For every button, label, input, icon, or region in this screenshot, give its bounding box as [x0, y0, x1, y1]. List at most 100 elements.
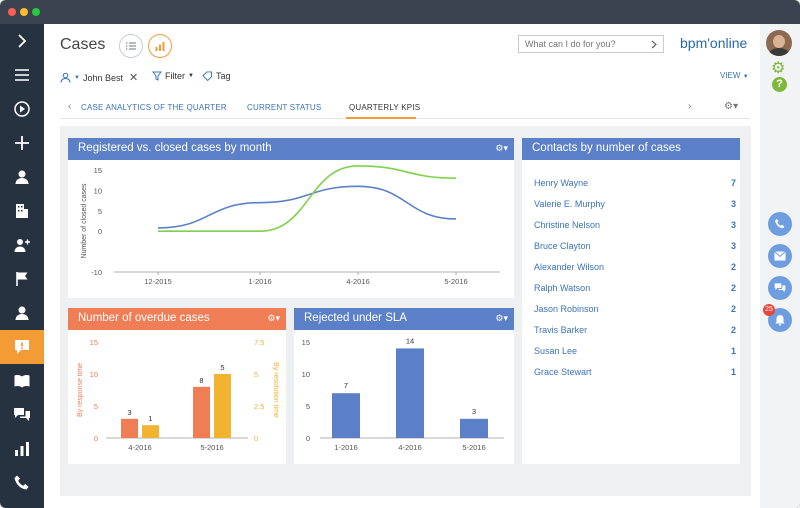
- y2-tick-label: 5: [254, 370, 258, 379]
- y2-tick-label: 0: [254, 434, 258, 443]
- contact-name[interactable]: Jason Robinson: [534, 304, 599, 314]
- help-icon[interactable]: ?: [772, 77, 787, 92]
- command-line-input[interactable]: What can I do for you?: [518, 35, 664, 53]
- bar: [332, 393, 360, 438]
- knowledge-base-nav[interactable]: [0, 364, 44, 398]
- person-outline-icon: [60, 72, 71, 83]
- contact-case-count: 3: [730, 241, 736, 251]
- leads-nav[interactable]: [0, 228, 44, 262]
- contact-name[interactable]: Henry Wayne: [534, 178, 589, 188]
- contact-row[interactable]: Bruce Clayton 3: [534, 241, 736, 251]
- gear-icon[interactable]: ⚙: [771, 60, 786, 77]
- email-button[interactable]: [768, 244, 792, 268]
- close-dot[interactable]: [8, 8, 16, 16]
- minimize-dot[interactable]: [20, 8, 28, 16]
- contact-row[interactable]: Susan Lee 1: [534, 346, 736, 356]
- x-tick-label: 5-2016: [462, 443, 485, 452]
- maximize-dot[interactable]: [32, 8, 40, 16]
- chart-icon: [155, 42, 165, 51]
- feed-nav[interactable]: [0, 398, 44, 432]
- cases-nav[interactable]: [0, 330, 44, 364]
- contact-row[interactable]: Christine Nelson 3: [534, 220, 736, 230]
- bar: [460, 418, 488, 438]
- contact-case-count: 7: [730, 178, 736, 188]
- owner-filter[interactable]: ▼ John Best ✕: [60, 71, 138, 84]
- owner-name: John Best: [82, 72, 123, 83]
- data-label: 1: [148, 414, 152, 423]
- phone-icon: [775, 219, 785, 229]
- processes-button[interactable]: [0, 92, 44, 126]
- expand-menu-button[interactable]: [0, 24, 44, 58]
- widget-settings-icon[interactable]: ⚙▾: [495, 143, 508, 153]
- active-tab-indicator: [346, 117, 416, 119]
- analytics-view-button[interactable]: [148, 34, 172, 58]
- contact-row[interactable]: Jason Robinson 2: [534, 304, 736, 314]
- bar: [214, 374, 231, 438]
- y2-tick-label: 2.5: [254, 402, 264, 411]
- contact-case-count: 2: [730, 283, 736, 293]
- plus-icon: [15, 136, 29, 150]
- overdue-cases-widget: Number of overdue cases ⚙▾ 0 5 10 15 0 2.5 5 7.…: [68, 308, 286, 464]
- chat-button[interactable]: [768, 276, 792, 300]
- contact-name[interactable]: Grace Stewart: [534, 367, 592, 377]
- x-tick-label: 4-2016: [346, 277, 369, 286]
- caret-down-icon: ▼: [188, 73, 194, 79]
- contact-name[interactable]: Valerie E. Murphy: [534, 199, 605, 209]
- tab-quarterly-kpis[interactable]: QUARTERLY KPIS: [349, 103, 421, 112]
- contacts-nav[interactable]: [0, 160, 44, 194]
- tabs-scroll-left-icon[interactable]: ‹: [68, 101, 72, 112]
- bar: [142, 425, 159, 438]
- contact-case-count: 2: [730, 262, 736, 272]
- menu-button[interactable]: [0, 58, 44, 92]
- add-button[interactable]: [0, 126, 44, 160]
- tab-case-analytics[interactable]: CASE ANALYTICS OF THE QUARTER: [81, 103, 227, 112]
- widget-settings-icon[interactable]: ⚙▾: [495, 313, 508, 323]
- contact-name[interactable]: Travis Barker: [534, 325, 588, 335]
- avatar[interactable]: [766, 30, 792, 56]
- list-view-button[interactable]: [119, 34, 143, 58]
- contact-name[interactable]: Susan Lee: [534, 346, 578, 356]
- data-label: 14: [406, 336, 414, 345]
- view-button[interactable]: VIEW ▼: [720, 71, 749, 80]
- x-tick-label: 12-2015: [144, 277, 172, 286]
- y-tick-label: 15: [302, 338, 310, 347]
- contact-row[interactable]: Travis Barker 2: [534, 325, 736, 335]
- y-tick-label: 5: [306, 402, 310, 411]
- contact-row[interactable]: Henry Wayne 7: [534, 178, 736, 188]
- phone-button[interactable]: [768, 212, 792, 236]
- dashboards-nav[interactable]: [0, 432, 44, 466]
- tab-settings-icon[interactable]: ⚙▾: [724, 101, 739, 112]
- contact-name[interactable]: Alexander Wilson: [534, 262, 605, 272]
- page-title: Cases: [60, 36, 106, 53]
- contact-row[interactable]: Grace Stewart 1: [534, 367, 736, 377]
- hamburger-icon: [15, 69, 29, 81]
- calls-nav[interactable]: [0, 466, 44, 500]
- tab-current-status[interactable]: CURRENT STATUS: [247, 103, 322, 112]
- widget-header: Rejected under SLA ⚙▾: [294, 308, 514, 330]
- y-tick-label: 5: [98, 207, 102, 216]
- notifications-button[interactable]: 25: [763, 304, 792, 332]
- contact-name[interactable]: Christine Nelson: [534, 220, 601, 230]
- x-tick-label: 5-2016: [200, 443, 223, 452]
- widget-settings-icon[interactable]: ⚙▾: [267, 313, 280, 323]
- activities-nav[interactable]: [0, 262, 44, 296]
- tag-button[interactable]: Tag: [202, 71, 231, 81]
- contact-name[interactable]: Ralph Watson: [534, 283, 591, 293]
- remove-filter-icon[interactable]: ✕: [128, 72, 139, 84]
- tag-label: Tag: [216, 71, 231, 81]
- contact-row[interactable]: Alexander Wilson 2: [534, 262, 736, 272]
- employees-nav[interactable]: [0, 296, 44, 330]
- contact-name[interactable]: Bruce Clayton: [534, 241, 591, 251]
- contact-row[interactable]: Ralph Watson 2: [534, 283, 736, 293]
- filter-button[interactable]: Filter ▼: [152, 71, 194, 81]
- contact-row[interactable]: Valerie E. Murphy 3: [534, 199, 736, 209]
- accounts-nav[interactable]: [0, 194, 44, 228]
- y-tick-label: 10: [90, 370, 98, 379]
- contact-case-count: 1: [730, 367, 736, 377]
- person-icon: [15, 170, 29, 184]
- bar: [121, 418, 138, 438]
- tabs-scroll-right-icon[interactable]: ›: [688, 101, 692, 112]
- y-tick-label: 10: [94, 186, 102, 195]
- notification-badge: 25: [763, 304, 775, 316]
- x-tick-label: 5-2016: [444, 277, 467, 286]
